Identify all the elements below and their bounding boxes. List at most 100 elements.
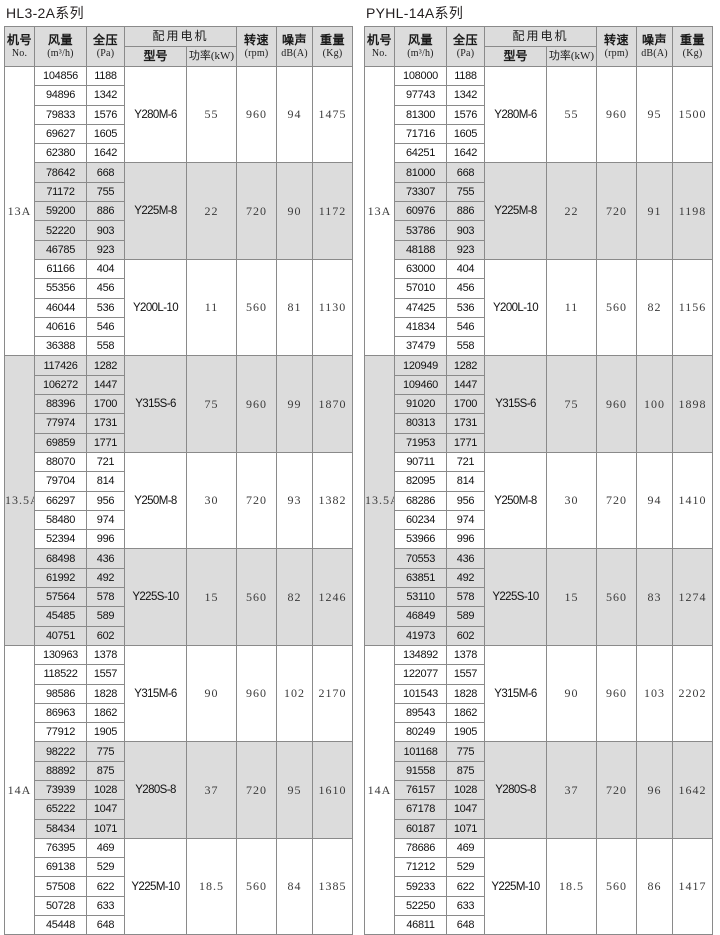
cell-airflow: 63851 xyxy=(394,567,447,589)
cell-motor-model: Y200L-10 xyxy=(124,258,187,357)
cell-pressure: 648 xyxy=(86,915,125,935)
cell-pressure: 1642 xyxy=(86,143,125,164)
cell-airflow: 62380 xyxy=(34,143,87,164)
col-header-weight-unit: (Kg) xyxy=(322,47,343,59)
table-row: 59200 886 xyxy=(5,201,353,222)
table-row: 88892 875 xyxy=(5,760,353,781)
cell-pressure: 1342 xyxy=(446,85,485,106)
cell-pressure: 633 xyxy=(446,895,485,917)
cell-airflow: 78642 xyxy=(34,162,87,183)
cell-pressure: 1905 xyxy=(86,722,125,743)
col-header-machine-no-cn: 机号 xyxy=(6,33,32,48)
table-row: 55356 456 xyxy=(5,278,353,299)
table-row: 68498 436 Y225S-10 15 560 82 1246 xyxy=(5,548,354,646)
cell-pressure: 622 xyxy=(86,876,125,897)
cell-pressure: 755 xyxy=(86,181,125,203)
cell-pressure: 1576 xyxy=(446,104,485,125)
cell-noise: 103 xyxy=(636,644,674,743)
cell-pressure: 814 xyxy=(86,471,125,492)
cell-machine-no: 13.5A xyxy=(4,355,35,646)
cell-airflow: 46785 xyxy=(34,239,87,260)
cell-airflow: 81300 xyxy=(394,104,447,125)
cell-pressure: 456 xyxy=(86,278,125,299)
cell-airflow: 80249 xyxy=(394,722,447,743)
col-header-noise-cn: 噪声 xyxy=(642,33,668,48)
cell-motor-model: Y315M-6 xyxy=(484,644,547,743)
cell-noise: 93 xyxy=(276,451,314,550)
table-row: 45485 589 xyxy=(5,606,353,627)
table-row: 79704 814 xyxy=(5,471,353,492)
col-header-airflow-cn: 风量 xyxy=(47,33,73,48)
cell-noise: 94 xyxy=(636,451,674,550)
cell-motor-model: Y225M-10 xyxy=(484,837,547,935)
cell-motor-model: Y280M-6 xyxy=(484,65,547,164)
cell-airflow: 76157 xyxy=(394,779,447,801)
col-header-airflow-cn: 风量 xyxy=(407,33,433,48)
cell-noise: 95 xyxy=(276,741,314,839)
cell-pressure: 1447 xyxy=(86,374,125,396)
cell-airflow: 78686 xyxy=(394,837,447,859)
cell-airflow: 88892 xyxy=(34,760,87,781)
cell-pressure: 1828 xyxy=(86,683,125,704)
cell-pressure: 589 xyxy=(86,606,125,627)
cell-pressure: 775 xyxy=(446,741,485,762)
cell-airflow: 52250 xyxy=(394,895,447,917)
col-header-airflow: 风量 (m³/h) xyxy=(394,26,447,67)
cell-airflow: 130963 xyxy=(34,644,87,666)
cell-airflow: 104856 xyxy=(34,65,87,87)
col-header-machine-no-cn: 机号 xyxy=(366,33,392,48)
cell-airflow: 71953 xyxy=(394,432,447,453)
cell-pressure: 589 xyxy=(446,606,485,627)
cell-pressure: 721 xyxy=(86,451,125,473)
cell-pressure: 1047 xyxy=(86,799,125,820)
cell-pressure: 1342 xyxy=(86,85,125,106)
cell-pressure: 546 xyxy=(446,316,485,338)
col-header-motor-model: 型号 xyxy=(124,46,187,67)
cell-speed: 720 xyxy=(236,451,278,550)
cell-weight: 1642 xyxy=(672,741,714,839)
cell-pressure: 1700 xyxy=(86,394,125,415)
cell-motor-power: 18.5 xyxy=(545,837,598,935)
cell-speed: 720 xyxy=(596,451,638,550)
cell-motor-power: 15 xyxy=(185,548,238,646)
cell-motor-power: 30 xyxy=(185,451,238,550)
cell-pressure: 956 xyxy=(86,490,125,511)
cell-airflow: 36388 xyxy=(34,336,87,357)
table-row: 98222 775 Y280S-8 37 720 95 1610 xyxy=(5,741,354,839)
cell-motor-model: Y315S-6 xyxy=(484,355,547,453)
cell-motor-power: 75 xyxy=(545,355,598,453)
cell-pressure: 456 xyxy=(446,278,485,299)
col-header-speed: 转速 (rpm) xyxy=(236,26,278,67)
cell-pressure: 923 xyxy=(86,239,125,260)
cell-airflow: 69627 xyxy=(34,123,87,145)
cell-motor-model: Y225S-10 xyxy=(484,548,547,646)
cell-airflow: 79833 xyxy=(34,104,87,125)
cell-pressure: 602 xyxy=(86,625,125,646)
cell-pressure: 1731 xyxy=(86,413,125,434)
col-header-motor-group: 配用电机 xyxy=(123,26,238,47)
cell-pressure: 996 xyxy=(86,529,125,550)
cell-pressure: 1378 xyxy=(446,644,485,666)
cell-speed: 960 xyxy=(236,644,278,743)
cell-weight: 1246 xyxy=(312,548,354,646)
cell-speed: 960 xyxy=(236,355,278,453)
table-row: 81300 1576 xyxy=(365,104,713,125)
table-row: 97743 1342 xyxy=(365,85,713,106)
cell-pressure: 1905 xyxy=(446,722,485,743)
col-header-machine-no: 机号 No. xyxy=(364,26,395,67)
cell-pressure: 404 xyxy=(446,258,485,280)
cell-speed: 560 xyxy=(596,548,638,646)
col-header-machine-no-unit: No. xyxy=(371,47,388,59)
col-header-pressure-unit: (Pa) xyxy=(456,47,475,59)
cell-noise: 99 xyxy=(276,355,314,453)
cell-pressure: 546 xyxy=(86,316,125,338)
cell-speed: 960 xyxy=(236,65,278,164)
cell-weight: 1385 xyxy=(312,837,354,935)
cell-pressure: 1605 xyxy=(86,123,125,145)
cell-noise: 102 xyxy=(276,644,314,743)
cell-airflow: 46044 xyxy=(34,297,87,318)
cell-motor-model: Y225M-8 xyxy=(124,162,187,260)
cell-airflow: 59200 xyxy=(34,201,87,222)
